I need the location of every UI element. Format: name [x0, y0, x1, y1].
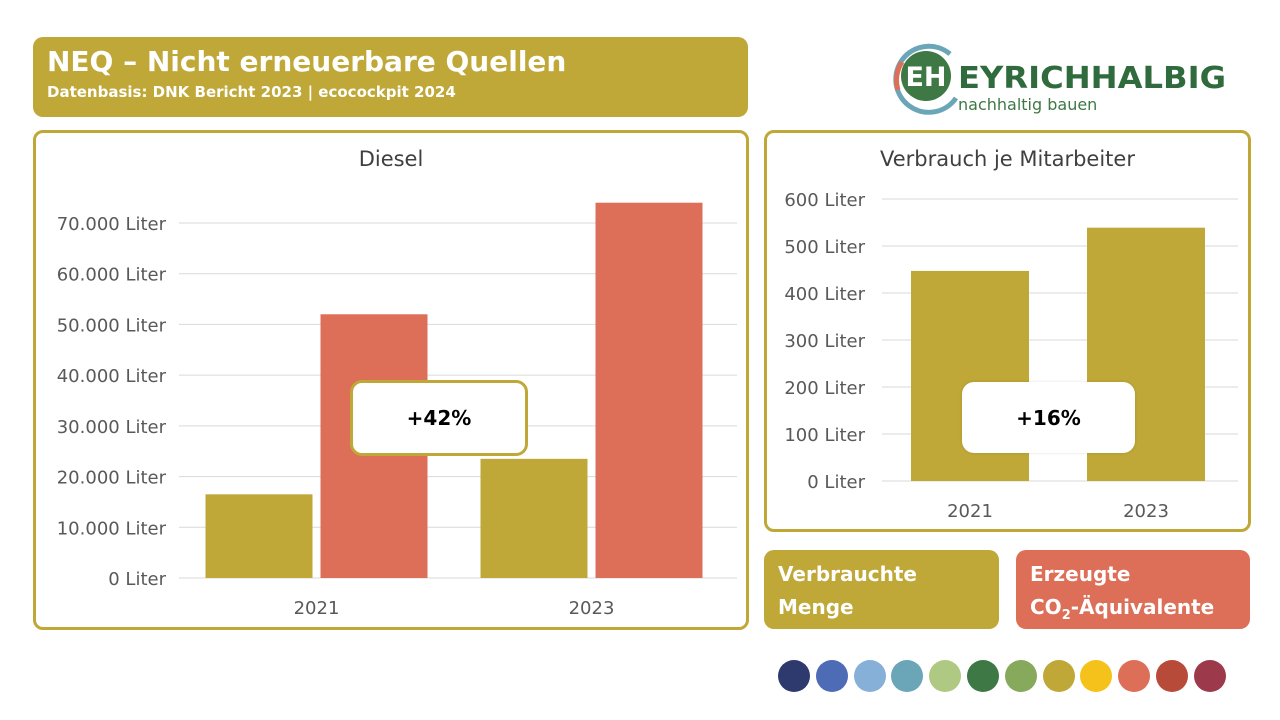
page-title: NEQ – Nicht erneuerbare Quellen [47, 45, 567, 78]
diesel-y-tick-label: 50.000 Liter [57, 315, 167, 336]
diesel-y-tick-label: 20.000 Liter [57, 468, 167, 489]
diesel-y-tick-label: 10.000 Liter [57, 518, 167, 539]
legend-used-line1: Verbrauchte [778, 562, 917, 586]
logo-emblem [901, 51, 951, 101]
palette-dot [929, 660, 962, 692]
palette-dot [853, 660, 886, 692]
palette-dot [1080, 660, 1113, 692]
per-employee-y-tick-label: 500 Liter [784, 237, 865, 258]
per-employee-chart: 0 Liter 100 Liter 200 Liter 300 Liter 400 Li… [784, 190, 1238, 522]
legend-co2-line1: Erzeugte [1030, 562, 1131, 586]
palette-dot [815, 660, 848, 692]
diesel-x-tick-label: 2023 [569, 598, 615, 619]
palette-dot [1004, 660, 1037, 692]
page-subtitle: Datenbasis: DNK Bericht 2023 | ecocockpi… [47, 83, 456, 101]
per-employee-y-tick-label: 300 Liter [784, 331, 865, 352]
per-employee-y-tick-label: 200 Liter [784, 378, 865, 399]
per-employee-y-tick-label: 600 Liter [784, 190, 865, 211]
diesel-y-tick-label: 40.000 Liter [57, 366, 167, 387]
legend-co2-suffix: -Äquivalente [1070, 595, 1215, 619]
diesel-bar [205, 494, 313, 578]
diesel-y-tick-label: 70.000 Liter [57, 214, 167, 235]
per-employee-y-tick-label: 400 Liter [784, 284, 865, 305]
legend-co2-prefix: CO [1030, 595, 1062, 619]
diesel-bar [595, 202, 703, 578]
legend-co2-subscript: 2 [1061, 608, 1071, 623]
palette-dot [891, 660, 924, 692]
per-employee-x-tick-label: 2021 [947, 501, 993, 522]
logo-initials: EH [905, 62, 946, 93]
company-logo: EH EYRICHHALBIG nachhaltig bauen [893, 43, 1226, 115]
palette-dot [1156, 660, 1188, 692]
diesel-x-tick-label: 2021 [294, 598, 340, 619]
per-employee-x-tick-label: 2023 [1123, 501, 1169, 522]
per-employee-chart-title: Verbrauch je Mitarbeiter [880, 147, 1135, 171]
header-banner: NEQ – Nicht erneuerbare Quellen Datenbas… [33, 37, 748, 117]
diesel-y-tick-label: 30.000 Liter [57, 417, 167, 438]
palette-dot [967, 660, 999, 692]
logo-ring-accent [894, 60, 905, 91]
palette-dot [1193, 660, 1226, 692]
diesel-y-tick-label: 0 Liter [108, 569, 166, 590]
palette-dot [1118, 660, 1151, 692]
logo-tagline: nachhaltig bauen [958, 95, 1097, 114]
legend-used-line2: Menge [778, 595, 854, 619]
diesel-chart-title: Diesel [358, 147, 424, 171]
per-employee-change-badge: +16% [962, 382, 1135, 453]
palette-dot [1042, 660, 1075, 692]
palette-dot [778, 660, 810, 692]
legend-co2-line2: CO2-Äquivalente [1030, 591, 1236, 632]
legend-used-quantity: Verbrauchte Menge [764, 550, 999, 629]
per-employee-chart-panel: Verbrauch je Mitarbeiter 0 Liter 100 Lite… [764, 130, 1251, 532]
diesel-change-badge: +42% [350, 380, 528, 456]
diesel-y-tick-label: 60.000 Liter [57, 265, 167, 286]
per-employee-y-tick-label: 100 Liter [784, 425, 865, 446]
per-employee-y-tick-label: 0 Liter [807, 472, 865, 493]
diesel-bar [480, 458, 588, 578]
logo-brand: EYRICHHALBIG [958, 61, 1226, 96]
legend-co2-equivalents: Erzeugte CO2-Äquivalente [1016, 550, 1250, 629]
